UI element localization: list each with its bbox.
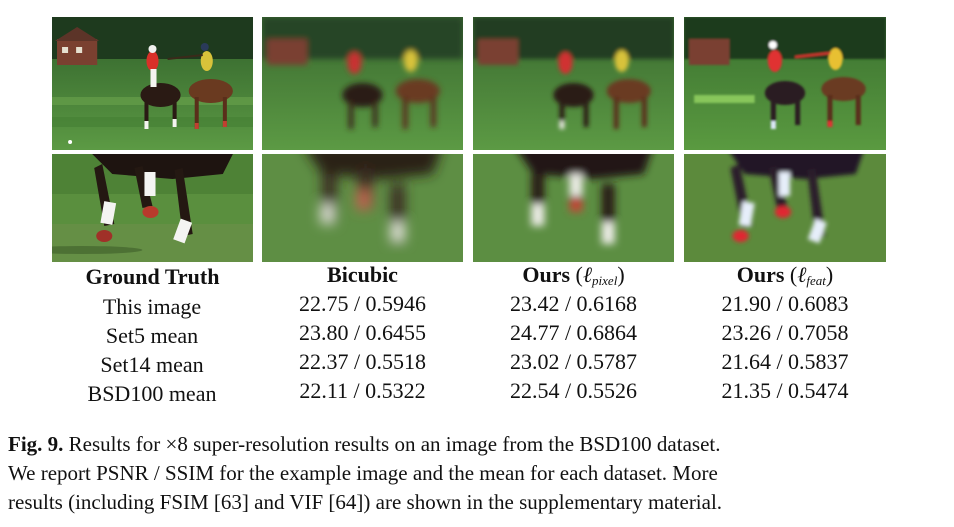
caption-line-1: Fig. 9. Results for ×8 super-resolution … [8, 430, 948, 459]
cell-bsd100-pixel: 22.54 / 0.5526 [509, 378, 638, 403]
header-bicubic: Bicubic [262, 262, 463, 288]
cell-set14-pixel: 23.02 / 0.5787 [509, 349, 638, 374]
cell-set5-bicubic: 23.80 / 0.6455 [298, 320, 427, 345]
header-ours-pixel-sub: pixel [592, 273, 618, 288]
image-ground-truth-crop [52, 154, 253, 262]
row-label-this-image: This image [102, 294, 202, 319]
header-ours-pixel-label: Ours [522, 262, 571, 287]
caption-line-3: results (including FSIM [63] and VIF [64… [8, 490, 723, 514]
header-ground-truth: Ground Truth [52, 264, 253, 290]
cell-bsd100-feat: 21.35 / 0.5474 [721, 378, 849, 403]
image-ours-feat-full [684, 17, 886, 150]
caption-line-1-text: Results for ×8 super-resolution results … [68, 432, 721, 456]
cell-set5-feat: 23.26 / 0.7058 [721, 320, 849, 345]
header-ground-truth-label: Ground Truth [85, 264, 220, 289]
row-label-set14: Set14 mean [100, 352, 204, 377]
image-bicubic-crop [262, 154, 463, 262]
header-ours-feat-label: Ours [736, 262, 785, 287]
caption-line-2: We report PSNR / SSIM for the example im… [8, 461, 718, 485]
row-label-set5: Set5 mean [105, 323, 199, 348]
header-bicubic-label: Bicubic [327, 262, 398, 287]
cell-set14-feat: 21.64 / 0.5837 [721, 349, 849, 374]
caption-fig-label: Fig. 9. [8, 432, 64, 456]
cell-this-image-pixel: 23.42 / 0.6168 [509, 291, 638, 316]
header-ours-feat: Ours (ℓfeat) [736, 262, 834, 288]
header-ours-feat-sub: feat [806, 273, 826, 288]
header-ours-pixel: Ours (ℓpixel) [522, 262, 625, 288]
figure-caption: Fig. 9. Results for ×8 super-resolution … [8, 430, 948, 517]
cell-bsd100-bicubic: 22.11 / 0.5322 [299, 378, 426, 403]
image-ours-pixel-full [473, 17, 674, 150]
row-label-bsd100: BSD100 mean [87, 381, 217, 406]
image-bicubic-full [262, 17, 463, 150]
cell-set5-pixel: 24.77 / 0.6864 [509, 320, 638, 345]
image-ground-truth-full [52, 17, 253, 150]
cell-this-image-bicubic: 22.75 / 0.5946 [298, 291, 427, 316]
header-ours-feat-loss: ℓ [797, 262, 807, 287]
header-ours-pixel-loss: ℓ [582, 262, 593, 287]
cell-set14-bicubic: 22.37 / 0.5518 [298, 349, 427, 374]
cell-this-image-feat: 21.90 / 0.6083 [721, 291, 849, 316]
image-ours-pixel-crop [473, 154, 674, 262]
image-ours-feat-crop [684, 154, 886, 262]
